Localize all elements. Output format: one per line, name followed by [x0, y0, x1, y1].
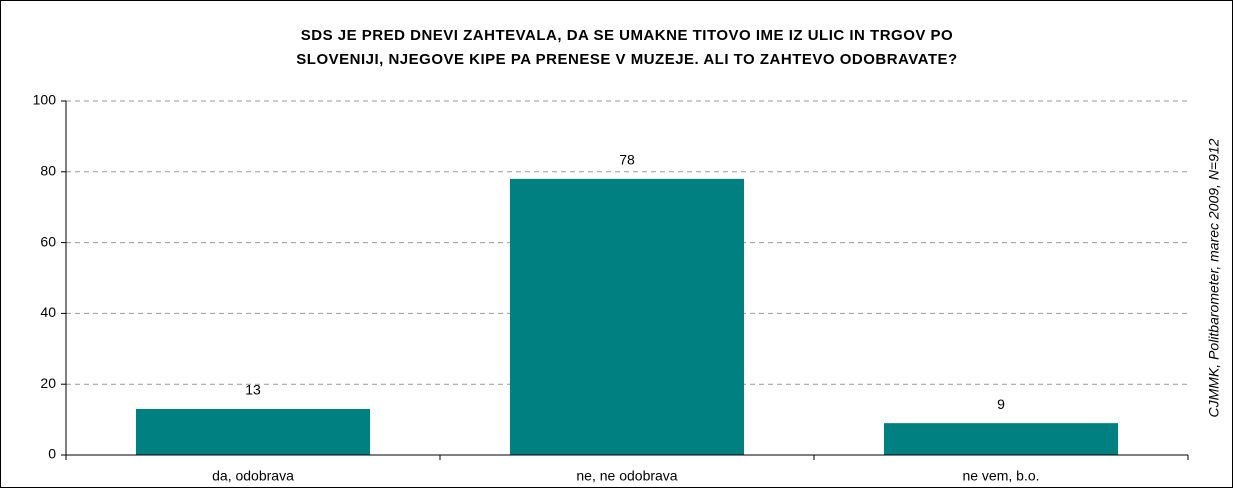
x-tick-label: ne, ne odobrava — [576, 468, 677, 484]
bar — [135, 408, 371, 455]
chart-title: SLOVENIJI, NJEGOVE KIPE PA PRENESE V MUZ… — [296, 51, 957, 68]
data-label: 9 — [997, 396, 1005, 412]
bar — [883, 423, 1119, 455]
y-tick-label: 100 — [33, 92, 57, 108]
bar — [509, 178, 745, 455]
data-label: 13 — [245, 382, 261, 398]
y-tick-label: 40 — [40, 304, 56, 320]
source-note: CJMMK, Politbarometer, marec 2009, N=912 — [1206, 138, 1222, 417]
y-tick-label: 80 — [40, 163, 56, 179]
data-label: 78 — [619, 152, 635, 168]
y-tick-label: 20 — [40, 375, 56, 391]
y-tick-label: 60 — [40, 233, 56, 249]
x-tick-label: da, odobrava — [212, 468, 294, 484]
x-tick-label: ne vem, b.o. — [962, 468, 1039, 484]
y-tick-label: 0 — [48, 446, 56, 462]
chart-title: SDS JE PRED DNEVI ZAHTEVALA, DA SE UMAKN… — [301, 27, 953, 44]
